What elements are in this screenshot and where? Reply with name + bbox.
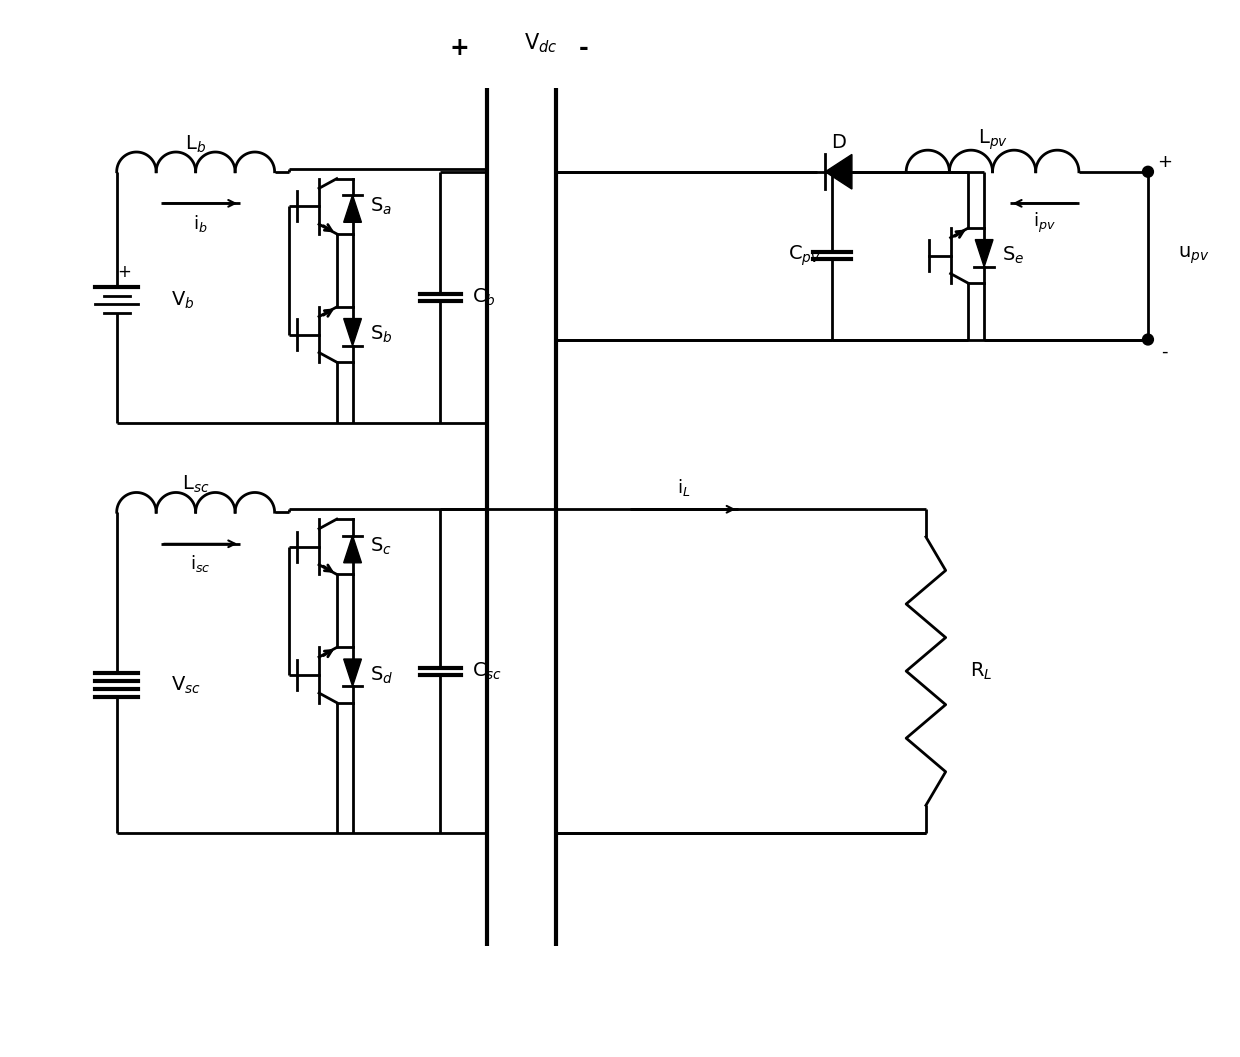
Text: i$_{L}$: i$_{L}$ xyxy=(677,477,691,498)
Text: -: - xyxy=(1162,342,1168,360)
Polygon shape xyxy=(343,536,361,562)
Text: +: + xyxy=(1157,153,1172,171)
Text: S$_{c}$: S$_{c}$ xyxy=(371,536,392,557)
Text: S$_{d}$: S$_{d}$ xyxy=(371,665,393,686)
Text: R$_{L}$: R$_{L}$ xyxy=(971,661,993,682)
Text: S$_{b}$: S$_{b}$ xyxy=(371,323,393,346)
Text: S$_{e}$: S$_{e}$ xyxy=(1002,245,1024,266)
Text: i$_{sc}$: i$_{sc}$ xyxy=(190,553,211,574)
Text: V$_{sc}$: V$_{sc}$ xyxy=(171,674,201,696)
Text: C$_{sc}$: C$_{sc}$ xyxy=(472,661,502,682)
Polygon shape xyxy=(976,240,993,266)
Text: +: + xyxy=(118,263,131,281)
Text: i$_{b}$: i$_{b}$ xyxy=(193,212,208,234)
Circle shape xyxy=(1142,334,1153,345)
Text: -: - xyxy=(579,36,588,60)
Text: D: D xyxy=(831,132,846,151)
Text: +: + xyxy=(449,36,469,60)
Text: C$_{b}$: C$_{b}$ xyxy=(472,286,496,309)
Text: S$_{a}$: S$_{a}$ xyxy=(371,196,392,217)
Circle shape xyxy=(1142,166,1153,178)
Polygon shape xyxy=(343,659,361,686)
Text: L$_{pv}$: L$_{pv}$ xyxy=(977,128,1008,152)
Text: i$_{pv}$: i$_{pv}$ xyxy=(1033,211,1055,235)
Polygon shape xyxy=(343,318,361,346)
Polygon shape xyxy=(343,196,361,222)
Text: u$_{pv}$: u$_{pv}$ xyxy=(1178,245,1209,266)
Text: L$_{b}$: L$_{b}$ xyxy=(185,133,206,154)
Text: L$_{sc}$: L$_{sc}$ xyxy=(182,474,210,496)
Text: V$_{b}$: V$_{b}$ xyxy=(171,290,195,311)
Text: V$_{dc}$: V$_{dc}$ xyxy=(525,32,558,55)
Polygon shape xyxy=(826,154,852,189)
Text: C$_{pv}$: C$_{pv}$ xyxy=(787,243,821,267)
